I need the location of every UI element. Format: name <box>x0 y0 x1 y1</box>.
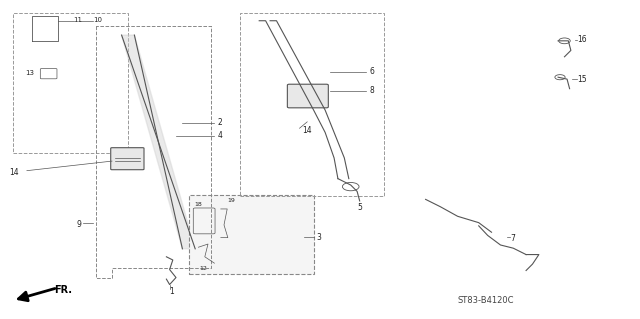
Text: 9: 9 <box>77 220 82 229</box>
Text: 2: 2 <box>218 118 222 127</box>
FancyBboxPatch shape <box>111 148 144 170</box>
Text: FR.: FR. <box>54 285 72 295</box>
Text: 8: 8 <box>370 86 374 95</box>
FancyBboxPatch shape <box>287 84 328 108</box>
Text: 6: 6 <box>370 67 375 76</box>
Text: 14: 14 <box>302 126 312 135</box>
Polygon shape <box>122 35 195 249</box>
Bar <box>189 195 314 274</box>
Text: 13: 13 <box>26 70 35 76</box>
Text: 19: 19 <box>228 198 236 204</box>
Text: 18: 18 <box>194 202 202 207</box>
Text: 1: 1 <box>170 287 174 296</box>
Text: 16: 16 <box>577 35 587 44</box>
Text: 14: 14 <box>10 168 19 177</box>
Text: 4: 4 <box>218 131 223 140</box>
Text: ST83-B4120C: ST83-B4120C <box>458 296 514 305</box>
Text: 12: 12 <box>200 266 207 271</box>
Text: 15: 15 <box>577 75 587 84</box>
Text: 10: 10 <box>93 17 102 23</box>
Text: 11: 11 <box>74 17 83 23</box>
Text: 7: 7 <box>511 234 516 243</box>
Bar <box>13 13 128 153</box>
Text: 5: 5 <box>357 204 362 212</box>
Bar <box>240 13 384 196</box>
Text: 3: 3 <box>317 233 322 242</box>
